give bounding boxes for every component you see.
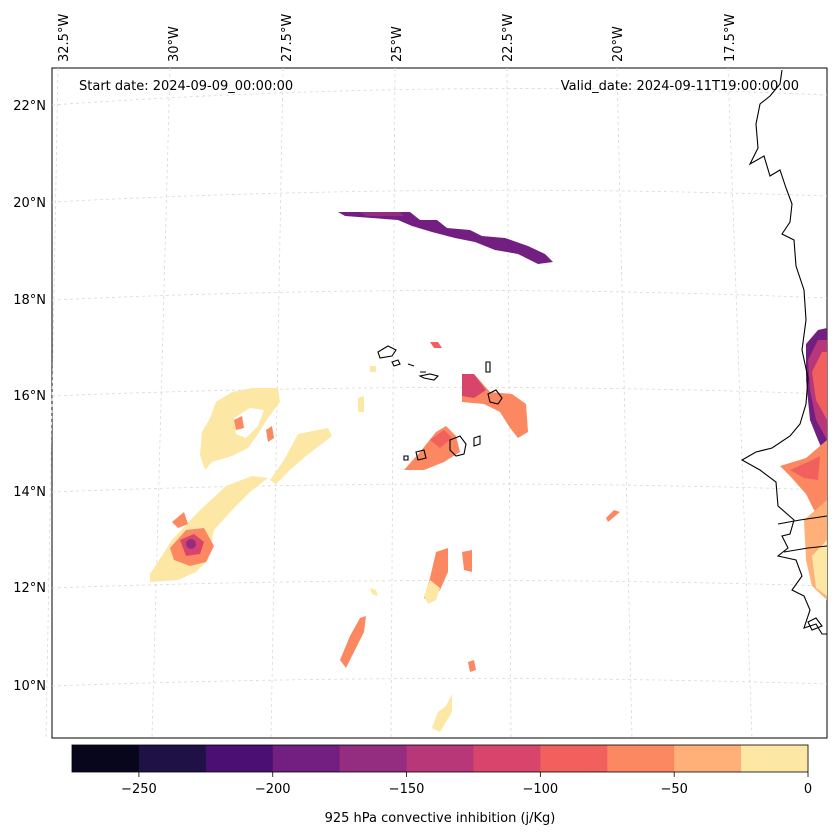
cin-spot-d [370, 588, 378, 596]
colorbar-ticks: −250 −200 −150 −100 −50 0 [121, 772, 812, 797]
map-frame [51, 67, 828, 739]
cape-verde-boa-vista [487, 389, 503, 405]
cin-west-spot2 [266, 426, 274, 442]
latitude-labels: 22°N 20°N 18°N 16°N 14°N 12°N 10°N [13, 99, 46, 694]
lon-label: 30°W [167, 26, 182, 62]
cin-streak-s [340, 616, 366, 668]
colorbar-segment [72, 745, 140, 772]
cin-contours [150, 212, 827, 732]
coastlines [377, 69, 828, 635]
cin-spot-f [468, 660, 476, 672]
graticule [45, 67, 828, 739]
cin-streak [270, 428, 332, 484]
cin-cv-spot [462, 550, 472, 572]
cape-verde-maio [473, 435, 481, 447]
longitude-labels: 32.5°W 30°W 27.5°W 25°W 22.5°W 20°W 17.5… [57, 14, 738, 62]
colorbar-tick-label: −100 [523, 782, 559, 797]
colorbar-segment [406, 745, 474, 772]
cape-verde-fogo [415, 449, 427, 461]
cin-spot-e [606, 510, 620, 522]
lon-label: 20°W [611, 26, 626, 62]
lat-label: 14°N [13, 485, 46, 500]
colorbar-segment [138, 745, 207, 772]
lat-label: 12°N [13, 581, 46, 596]
colorbar-segment [272, 745, 341, 772]
cape-verde-santiago [449, 435, 467, 457]
cin-cv-north-core [462, 374, 486, 398]
lon-label: 32.5°W [57, 14, 72, 62]
cin-south-spot [172, 512, 188, 528]
lon-label: 25°W [390, 26, 405, 62]
lat-label: 20°N [13, 196, 46, 211]
colorbar-segment [741, 745, 809, 772]
cin-cv-sw-pale [424, 580, 440, 604]
colorbar-tick-label: −250 [121, 782, 157, 797]
colorbar-segment [674, 745, 742, 772]
africa-coastline [740, 69, 827, 635]
casamance-river [783, 545, 828, 553]
cin-band-north [338, 212, 553, 264]
cin-coast-north-in [812, 352, 827, 420]
colorbar-tick-label: −150 [389, 782, 425, 797]
cin-west-spot [234, 416, 244, 430]
cape-verde-sao-nicolau [407, 363, 440, 381]
cin-band-north-core [360, 212, 404, 216]
colorbar-segment [205, 745, 274, 772]
cape-verde-santo-antao [377, 345, 397, 359]
colorbar-segment [607, 745, 675, 772]
cin-spot-b [370, 366, 376, 372]
lon-label: 27.5°W [280, 14, 295, 62]
cin-spot-g [432, 694, 452, 732]
cape-verde-sao-vicente [391, 359, 401, 367]
bissagos-islands [807, 617, 823, 631]
colorbar-frame [71, 744, 809, 773]
start-date-label: Start date: 2024-09-09_00:00:00 [79, 79, 293, 94]
colorbar-tick-label: 0 [804, 782, 812, 797]
cin-cv-south-core [430, 430, 452, 448]
lat-label: 22°N [13, 99, 46, 114]
colorbar-tick-label: −50 [660, 782, 687, 797]
cin-spot-a [358, 396, 364, 412]
colorbar-segment [473, 745, 541, 772]
cape-verde-brava [403, 455, 409, 461]
lon-label: 17.5°W [723, 14, 738, 62]
colorbar-label: 925 hPa convective inhibition (j/Kg) [325, 811, 556, 826]
colorbar-segment [540, 745, 608, 772]
lat-label: 10°N [13, 679, 46, 694]
cin-spot-c [430, 342, 442, 348]
cin-coast-south-pale [812, 540, 827, 596]
cin-south-min [186, 539, 196, 549]
colorbar [72, 745, 809, 772]
valid-date-label: Valid_date: 2024-09-11T19:00:00.00 [561, 79, 799, 94]
colorbar-segment [339, 745, 408, 772]
lon-label: 22.5°W [501, 14, 516, 62]
lat-label: 16°N [13, 389, 46, 404]
colorbar-tick-label: −200 [255, 782, 291, 797]
cin-west-hole [234, 408, 264, 438]
lat-label: 18°N [13, 293, 46, 308]
cape-verde-sal [485, 361, 491, 373]
cin-coast-west-core [790, 456, 820, 480]
gambia-river [777, 515, 828, 525]
